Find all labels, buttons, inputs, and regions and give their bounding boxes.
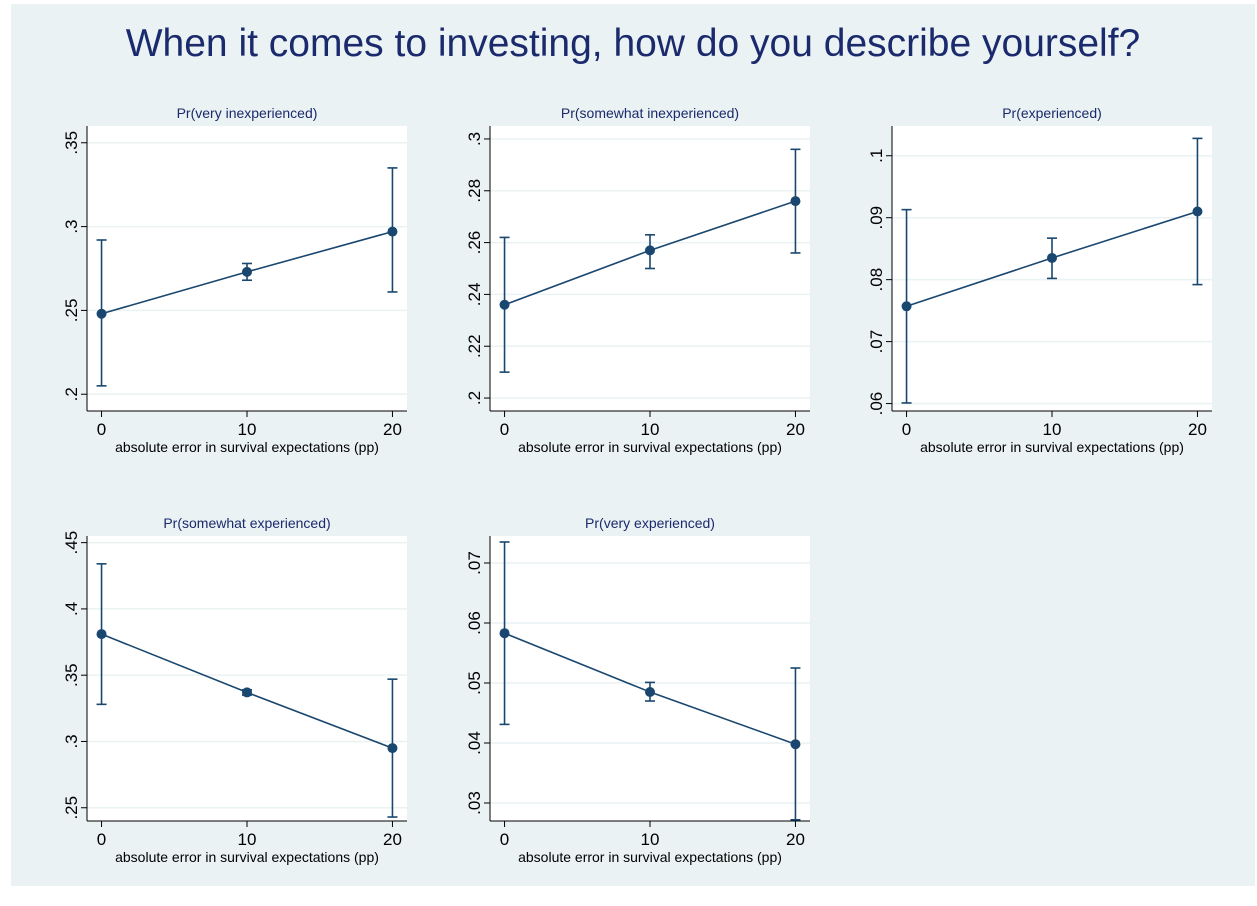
y-tick-label: .25 bbox=[62, 299, 81, 323]
data-point bbox=[387, 743, 398, 754]
x-tick-label: 20 bbox=[786, 830, 805, 849]
y-tick-label: .3 bbox=[62, 219, 81, 233]
y-tick-label: .1 bbox=[867, 149, 886, 163]
panel-title: Pr(somewhat inexperienced) bbox=[561, 105, 739, 121]
y-tick-label: .2 bbox=[62, 387, 81, 401]
x-tick-label: 0 bbox=[97, 420, 106, 439]
data-point bbox=[499, 628, 510, 639]
x-axis-label: absolute error in survival expectations … bbox=[518, 849, 782, 865]
plot-area bbox=[490, 536, 810, 821]
data-point bbox=[790, 196, 801, 207]
panel-very-inexperienced: .2 .25 .3 .35 0 10 20 Pr(very inexperienced) abs… bbox=[62, 105, 407, 455]
data-point bbox=[790, 739, 801, 750]
y-tick-label: .05 bbox=[465, 671, 484, 695]
x-axis-label: absolute error in survival expectations … bbox=[115, 439, 379, 455]
y-tick-label: .4 bbox=[62, 602, 81, 616]
y-tick-label: .07 bbox=[465, 551, 484, 575]
x-axis-label: absolute error in survival expectations … bbox=[920, 439, 1184, 455]
x-tick-label: 20 bbox=[383, 420, 402, 439]
y-tick-label: .28 bbox=[465, 179, 484, 203]
data-point bbox=[901, 301, 912, 312]
y-tick-label: .22 bbox=[465, 334, 484, 358]
x-tick-label: 20 bbox=[1188, 420, 1207, 439]
panel-title: Pr(very experienced) bbox=[585, 515, 715, 531]
y-tick-label: .06 bbox=[465, 611, 484, 635]
y-tick-label: .3 bbox=[62, 734, 81, 748]
x-tick-label: 20 bbox=[786, 420, 805, 439]
data-point bbox=[387, 226, 398, 237]
data-point bbox=[645, 245, 655, 256]
x-tick-label: 10 bbox=[238, 420, 257, 439]
panel-somewhat-inexperienced: .2 .22 .24 .26 .28 .3 0 10 20 Pr(somewhat inexper… bbox=[465, 105, 810, 455]
data-point bbox=[645, 687, 655, 697]
data-point bbox=[242, 687, 252, 698]
plot-area bbox=[87, 536, 407, 821]
y-tick-label: .45 bbox=[62, 531, 81, 555]
x-tick-label: 10 bbox=[238, 830, 257, 849]
x-tick-label: 0 bbox=[902, 420, 911, 439]
panel-very-experienced: .03 .04 .05 .06 .07 0 10 20 Pr(very experienced)… bbox=[465, 515, 810, 865]
y-tick-label: .35 bbox=[62, 663, 81, 687]
data-point bbox=[499, 299, 510, 310]
x-axis-label: absolute error in survival expectations … bbox=[518, 439, 782, 455]
y-tick-label: .26 bbox=[465, 231, 484, 255]
y-tick-label: .25 bbox=[62, 796, 81, 820]
panel-title: Pr(experienced) bbox=[1002, 105, 1102, 121]
y-tick-label: .07 bbox=[867, 330, 886, 354]
y-tick-label: .03 bbox=[465, 791, 484, 815]
y-tick-label: .09 bbox=[867, 206, 886, 230]
panel-somewhat-experienced: .25 .3 .35 .4 .45 0 10 20 Pr(somewhat experience… bbox=[62, 515, 407, 865]
x-tick-label: 20 bbox=[383, 830, 402, 849]
figure-background: When it comes to investing, how do you d… bbox=[11, 4, 1255, 886]
y-tick-label: .06 bbox=[867, 392, 886, 416]
y-tick-label: .3 bbox=[465, 132, 484, 146]
data-point bbox=[1047, 252, 1057, 263]
x-tick-label: 0 bbox=[500, 830, 509, 849]
y-tick-label: .08 bbox=[867, 268, 886, 292]
x-tick-label: 10 bbox=[1043, 420, 1062, 439]
page-title: When it comes to investing, how do you d… bbox=[125, 22, 1141, 65]
x-tick-label: 10 bbox=[641, 420, 660, 439]
y-tick-label: .2 bbox=[465, 391, 484, 405]
panel-experienced: .06 .07 .08 .09 .1 0 10 20 Pr(experienced) absolu… bbox=[867, 105, 1212, 455]
data-point bbox=[1192, 206, 1203, 217]
x-tick-label: 0 bbox=[97, 830, 106, 849]
x-tick-label: 10 bbox=[641, 830, 660, 849]
y-tick-label: .24 bbox=[465, 283, 484, 307]
y-tick-label: .04 bbox=[465, 731, 484, 755]
panel-title: Pr(very inexperienced) bbox=[177, 105, 318, 121]
x-axis-label: absolute error in survival expectations … bbox=[115, 849, 379, 865]
data-point bbox=[242, 266, 252, 277]
x-tick-label: 0 bbox=[500, 420, 509, 439]
data-point bbox=[96, 629, 107, 640]
data-point bbox=[96, 308, 107, 319]
y-tick-label: .35 bbox=[62, 131, 81, 155]
panel-title: Pr(somewhat experienced) bbox=[163, 515, 330, 531]
